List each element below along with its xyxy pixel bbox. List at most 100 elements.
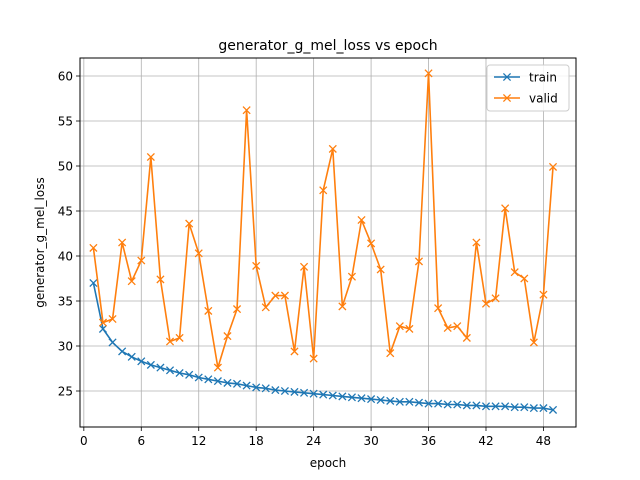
data-point-valid xyxy=(108,314,117,324)
data-point-train xyxy=(548,405,558,414)
data-point-train xyxy=(290,387,299,396)
data-point-valid xyxy=(472,238,481,247)
data-point-train xyxy=(223,378,232,387)
data-point-train xyxy=(405,397,414,406)
data-point-valid xyxy=(443,323,452,333)
legend-label-valid: valid xyxy=(529,92,558,106)
y-tick-label: 25 xyxy=(58,385,73,399)
data-point-valid xyxy=(462,333,471,342)
x-tick-label: 12 xyxy=(191,434,206,448)
data-point-train xyxy=(434,399,443,408)
data-point-train xyxy=(367,395,376,404)
data-point-valid xyxy=(510,268,519,277)
data-point-train xyxy=(328,391,337,400)
data-point-train xyxy=(213,377,222,386)
y-axis-label: generator_g_mel_loss xyxy=(33,177,47,307)
data-point-valid xyxy=(137,256,146,265)
data-point-train xyxy=(242,381,251,390)
data-point-train xyxy=(156,363,165,372)
data-point-valid xyxy=(194,249,203,258)
data-point-valid xyxy=(357,215,366,225)
x-tick-label: 18 xyxy=(249,434,264,448)
data-point-train xyxy=(127,352,136,361)
chart-title: generator_g_mel_loss vs epoch xyxy=(218,38,437,54)
data-point-train xyxy=(232,379,242,388)
data-point-train xyxy=(271,386,280,395)
legend-label-train: train xyxy=(529,71,557,85)
data-point-train xyxy=(520,403,529,412)
data-point-train xyxy=(539,404,548,413)
data-point-valid xyxy=(118,238,127,247)
data-point-valid xyxy=(204,306,213,315)
data-point-valid xyxy=(213,363,222,372)
legend-marker-train xyxy=(502,72,512,82)
data-point-train xyxy=(338,392,347,401)
data-point-train xyxy=(347,393,356,402)
data-point-valid xyxy=(414,257,424,266)
data-point-train xyxy=(252,383,261,392)
data-point-train xyxy=(204,375,213,384)
data-point-train xyxy=(175,368,184,378)
data-point-valid xyxy=(548,162,558,171)
data-point-valid xyxy=(300,262,309,271)
data-point-train xyxy=(386,396,395,405)
legend: train valid xyxy=(486,64,570,112)
data-point-valid xyxy=(453,322,462,331)
data-point-valid xyxy=(146,152,155,162)
data-point-train xyxy=(98,324,108,333)
data-point-valid xyxy=(405,324,414,333)
x-tick-label: 30 xyxy=(363,434,378,448)
data-point-valid xyxy=(261,303,270,312)
data-point-valid xyxy=(232,305,242,314)
series-valid xyxy=(89,69,558,372)
data-point-train xyxy=(510,403,519,412)
x-tick-label: 48 xyxy=(536,434,551,448)
data-point-valid xyxy=(89,243,98,252)
data-point-valid xyxy=(395,322,404,331)
data-point-train xyxy=(185,370,194,379)
data-point-train xyxy=(165,366,175,375)
x-tick-label: 36 xyxy=(421,434,436,448)
data-point-valid xyxy=(309,354,318,363)
data-point-valid xyxy=(175,333,184,342)
data-point-train xyxy=(395,397,404,406)
data-point-train xyxy=(453,400,462,409)
data-point-valid xyxy=(376,265,385,274)
y-tick-label: 50 xyxy=(58,160,73,174)
data-point-train xyxy=(319,390,328,399)
y-tick-label: 30 xyxy=(58,340,73,354)
data-point-train xyxy=(376,395,385,405)
data-point-train xyxy=(108,338,117,347)
data-point-valid xyxy=(127,277,136,286)
data-point-valid xyxy=(185,219,194,228)
data-point-train xyxy=(424,399,433,408)
data-point-valid xyxy=(319,186,328,195)
series-train xyxy=(89,278,558,414)
data-point-valid xyxy=(328,144,337,153)
data-point-valid xyxy=(280,291,289,300)
data-point-valid xyxy=(481,299,491,308)
grid xyxy=(80,58,576,427)
data-point-valid xyxy=(347,272,356,281)
data-point-valid xyxy=(367,239,376,248)
data-point-train xyxy=(472,401,481,410)
data-point-train xyxy=(146,360,155,369)
x-tick-label: 6 xyxy=(137,434,145,448)
data-point-train xyxy=(491,402,500,411)
data-point-valid xyxy=(98,318,108,327)
data-point-train xyxy=(280,386,289,396)
x-tick-label: 42 xyxy=(478,434,493,448)
data-point-valid xyxy=(386,349,395,358)
data-point-valid xyxy=(424,69,433,78)
y-tick-label: 60 xyxy=(58,70,73,84)
data-point-valid xyxy=(539,290,548,299)
series-group xyxy=(89,69,558,414)
data-point-train xyxy=(137,357,146,366)
legend-marker-valid xyxy=(502,93,512,103)
plot-frame xyxy=(79,57,577,428)
y-tick-label: 45 xyxy=(58,205,73,219)
data-point-valid xyxy=(290,347,299,356)
data-point-valid xyxy=(271,291,280,300)
data-point-valid xyxy=(156,275,165,284)
